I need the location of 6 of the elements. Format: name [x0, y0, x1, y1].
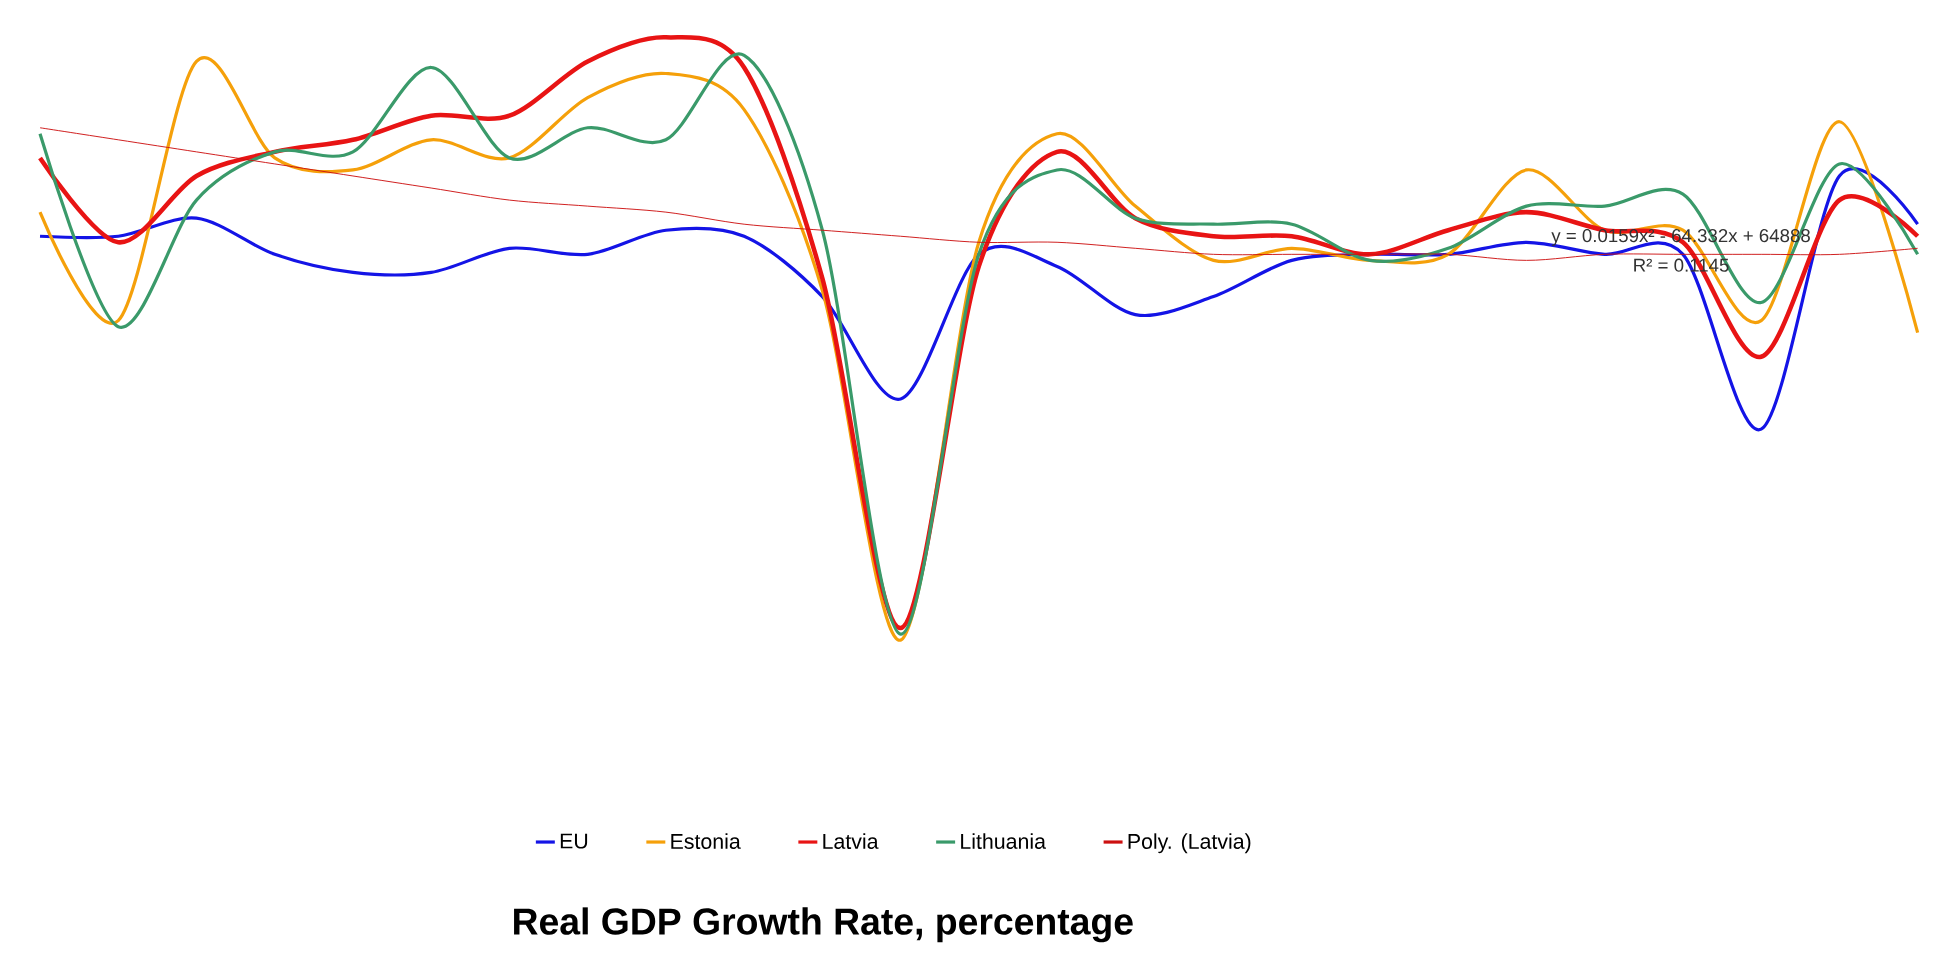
text: Real GDP Growth Rate, percentage	[514, 907, 1133, 943]
legend-label: EU	[560, 833, 588, 849]
legend-label: Lithuania	[961, 833, 1046, 849]
legend-label: Latvia	[823, 833, 879, 849]
legend-label: Estonia	[671, 833, 741, 849]
legend-label: Poly. (Latvia)	[1128, 833, 1251, 854]
